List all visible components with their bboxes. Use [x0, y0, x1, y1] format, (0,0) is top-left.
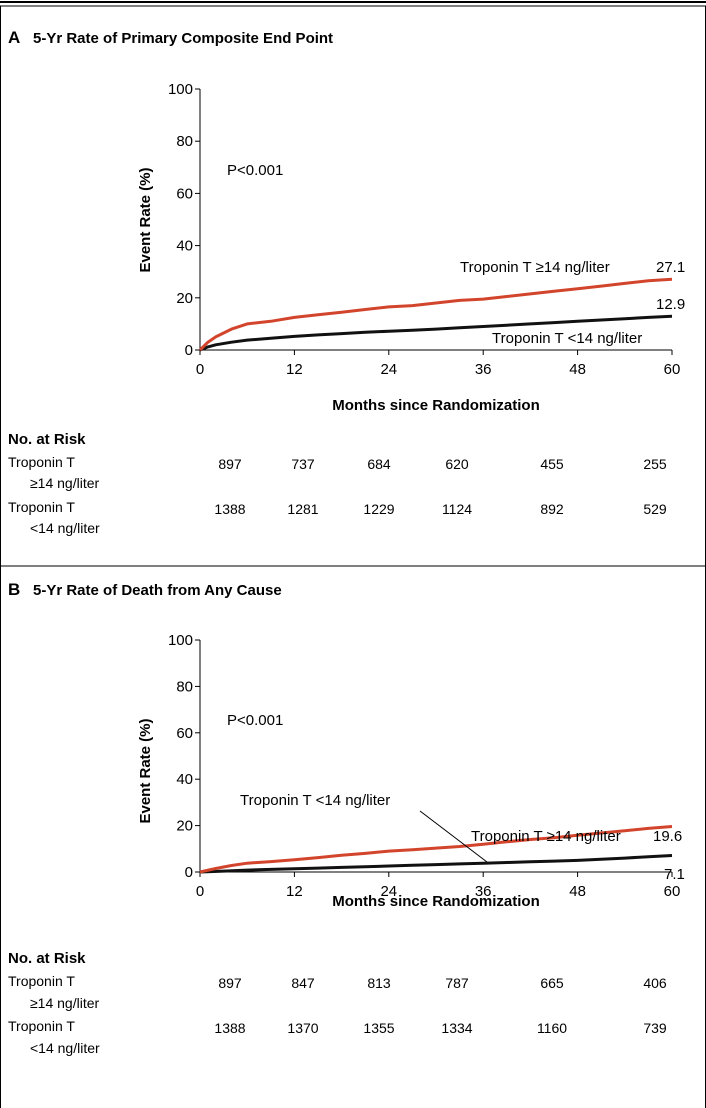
p-value: P<0.001 — [227, 712, 283, 729]
x-axis-title: Months since Randomization — [332, 397, 540, 414]
p-value: P<0.001 — [227, 162, 283, 179]
risk-row-label-2a: Troponin T — [8, 499, 75, 515]
y-tick-label: 100 — [168, 632, 193, 649]
x-tick-label: 48 — [569, 361, 586, 378]
panel-a: A 5-Yr Rate of Primary Composite End Poi… — [8, 28, 685, 536]
y-tick-label: 40 — [176, 238, 193, 255]
end-value-low: 7.1 — [664, 866, 685, 883]
y-tick-label: 20 — [176, 290, 193, 307]
risk-value: 255 — [643, 456, 667, 472]
x-tick-label: 36 — [475, 883, 492, 900]
risk-row-label-2b: <14 ng/liter — [30, 520, 100, 536]
risk-row-label-1a: Troponin T — [8, 454, 75, 470]
risk-value: 1388 — [214, 501, 245, 517]
end-value-high: 27.1 — [656, 259, 685, 276]
risk-value: 1124 — [442, 501, 472, 517]
risk-value: 739 — [643, 1020, 667, 1036]
y-tick-label: 60 — [176, 725, 193, 742]
panel-title: 5-Yr Rate of Death from Any Cause — [33, 582, 282, 599]
risk-value: 455 — [540, 456, 564, 472]
x-tick-label: 12 — [286, 883, 303, 900]
x-tick-label: 48 — [569, 883, 586, 900]
risk-value: 1229 — [363, 501, 394, 517]
y-tick-label: 40 — [176, 771, 193, 788]
x-tick-label: 60 — [664, 883, 681, 900]
x-tick-label: 24 — [380, 883, 397, 900]
series-label-high: Troponin T ≥14 ng/liter — [460, 259, 610, 276]
panel-letter: A — [8, 28, 20, 47]
end-value-high: 19.6 — [653, 828, 682, 845]
risk-table-header: No. at Risk — [8, 950, 86, 967]
y-axis-title: Event Rate (%) — [137, 167, 154, 272]
panel-title: 5-Yr Rate of Primary Composite End Point — [33, 30, 333, 47]
plot-area: 0 20 40 60 80 100 0 12 24 36 48 60 — [168, 81, 680, 378]
end-value-low: 12.9 — [656, 296, 685, 313]
risk-value: 892 — [540, 501, 564, 517]
x-tick-label: 36 — [475, 361, 492, 378]
risk-values: 897 847 813 787 665 406 1388 1370 1355 1334 1160 73… — [214, 975, 666, 1036]
risk-value: 787 — [445, 975, 469, 991]
x-tick-label: 12 — [286, 361, 303, 378]
risk-value: 1281 — [287, 501, 318, 517]
risk-row-label-2a: Troponin T — [8, 1018, 75, 1034]
x-tick-label: 60 — [664, 361, 681, 378]
risk-value: 1388 — [214, 1020, 245, 1036]
panel-letter: B — [8, 580, 20, 599]
series-line — [199, 825, 673, 874]
y-axis-title: Event Rate (%) — [137, 718, 154, 823]
risk-row-label-1b: ≥14 ng/liter — [30, 995, 100, 1011]
risk-value: 684 — [367, 456, 391, 472]
risk-row-label-1b: ≥14 ng/liter — [30, 475, 100, 491]
series-line — [198, 277, 673, 352]
risk-value: 665 — [540, 975, 564, 991]
y-tick-label: 60 — [176, 185, 193, 202]
y-tick-label: 0 — [185, 864, 193, 881]
risk-value: 1355 — [363, 1020, 394, 1036]
panel-b: B 5-Yr Rate of Death from Any Cause P<0.… — [8, 580, 685, 1056]
risk-value: 1334 — [441, 1020, 472, 1036]
risk-value: 897 — [218, 456, 242, 472]
x-tick-label: 0 — [196, 361, 204, 378]
y-tick-label: 0 — [185, 342, 193, 359]
risk-values: 897 737 684 620 455 255 1388 1281 1229 1124 892 529 — [214, 456, 666, 517]
series-label-high: Troponin T ≥14 ng/liter — [471, 828, 621, 845]
risk-row-label-2b: <14 ng/liter — [30, 1040, 100, 1056]
y-tick-label: 100 — [168, 81, 193, 98]
risk-value: 737 — [291, 456, 315, 472]
risk-value: 1160 — [537, 1020, 567, 1036]
risk-value: 897 — [218, 975, 242, 991]
risk-row-label-1a: Troponin T — [8, 973, 75, 989]
risk-value: 847 — [291, 975, 315, 991]
y-tick-label: 20 — [176, 818, 193, 835]
y-tick-label: 80 — [176, 133, 193, 150]
x-axis-title: Months since Randomization — [332, 893, 540, 910]
plot-area: 0 20 40 60 80 100 0 12 24 36 48 60 — [168, 632, 680, 900]
x-tick-label: 0 — [196, 883, 204, 900]
risk-value: 529 — [643, 501, 667, 517]
series-line — [199, 314, 673, 352]
series-line — [199, 854, 673, 874]
x-tick-label: 24 — [380, 361, 397, 378]
risk-value: 1370 — [287, 1020, 318, 1036]
risk-value: 620 — [445, 456, 469, 472]
risk-value: 406 — [643, 975, 667, 991]
risk-table-header: No. at Risk — [8, 431, 86, 448]
series-label-low: Troponin T <14 ng/liter — [240, 792, 390, 809]
series-label-leader — [419, 810, 488, 863]
risk-value: 813 — [367, 975, 391, 991]
y-tick-label: 80 — [176, 678, 193, 695]
series-label-low: Troponin T <14 ng/liter — [492, 330, 642, 347]
